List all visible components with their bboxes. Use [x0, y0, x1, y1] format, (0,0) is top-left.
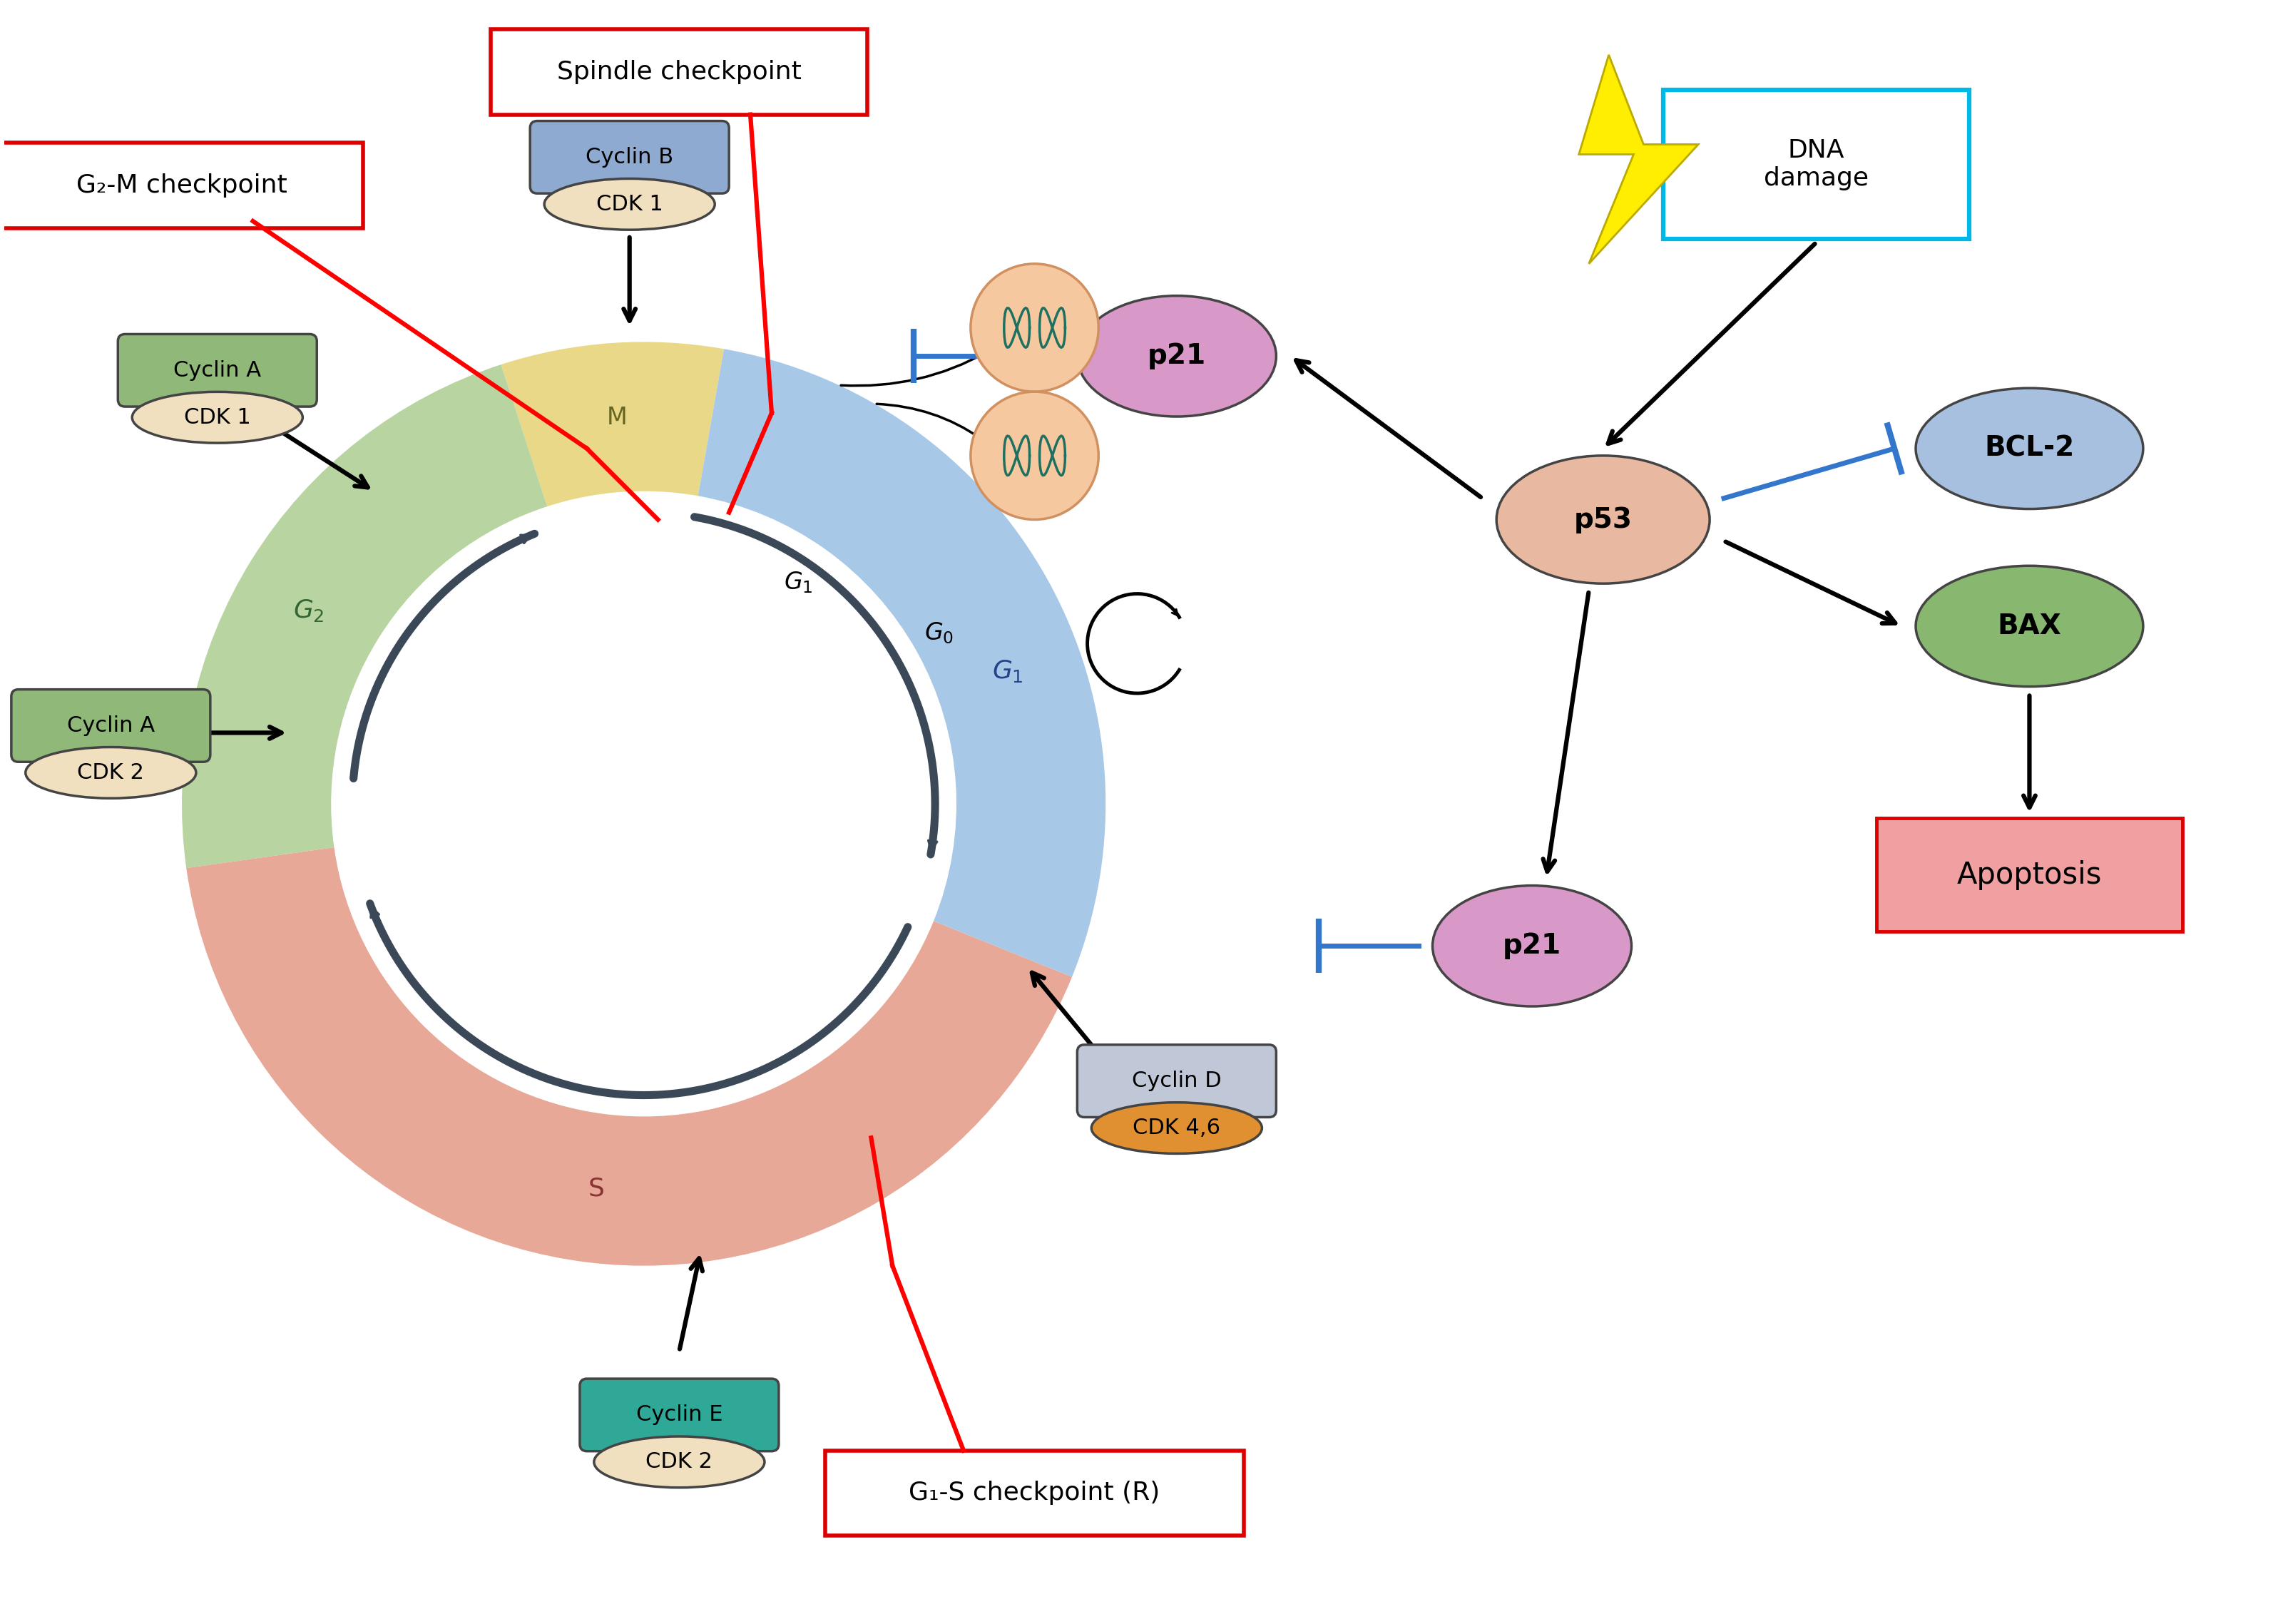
Ellipse shape	[1091, 1103, 1261, 1153]
Text: Cyclin D: Cyclin D	[1133, 1070, 1222, 1091]
Text: G₂-M checkpoint: G₂-M checkpoint	[76, 174, 287, 198]
Text: p21: p21	[1502, 932, 1562, 960]
Text: $G_0$: $G_0$	[924, 620, 954, 646]
Ellipse shape	[133, 391, 303, 443]
Ellipse shape	[1497, 456, 1711, 583]
Text: p21: p21	[1146, 343, 1206, 370]
FancyBboxPatch shape	[0, 143, 362, 229]
Text: S: S	[589, 1176, 605, 1200]
Ellipse shape	[1915, 565, 2144, 687]
Wedge shape	[186, 848, 1073, 1265]
Wedge shape	[500, 343, 725, 507]
Text: CDK 1: CDK 1	[596, 193, 663, 214]
Text: p53: p53	[1573, 507, 1633, 533]
Text: Cyclin B: Cyclin B	[585, 146, 674, 167]
Text: BCL-2: BCL-2	[1983, 435, 2075, 463]
Ellipse shape	[1915, 388, 2144, 508]
Text: Apoptosis: Apoptosis	[1956, 861, 2103, 890]
Circle shape	[970, 263, 1098, 391]
FancyBboxPatch shape	[1662, 89, 1970, 239]
Text: Cyclin A: Cyclin A	[174, 361, 261, 380]
Text: CDK 2: CDK 2	[647, 1452, 713, 1473]
Polygon shape	[1580, 55, 1699, 263]
FancyBboxPatch shape	[1078, 1044, 1277, 1117]
Wedge shape	[697, 349, 1105, 978]
Text: BAX: BAX	[1997, 612, 2061, 640]
Text: Cyclin E: Cyclin E	[635, 1405, 722, 1426]
Text: $G_1$: $G_1$	[993, 658, 1023, 684]
Text: G₁-S checkpoint (R): G₁-S checkpoint (R)	[908, 1481, 1160, 1505]
Text: Cyclin A: Cyclin A	[66, 715, 154, 736]
Text: $G_1$: $G_1$	[784, 570, 814, 594]
Ellipse shape	[594, 1436, 764, 1488]
Wedge shape	[181, 364, 548, 869]
FancyBboxPatch shape	[1876, 818, 2183, 932]
FancyBboxPatch shape	[11, 690, 211, 762]
Text: DNA
damage: DNA damage	[1763, 138, 1869, 190]
FancyBboxPatch shape	[825, 1450, 1245, 1536]
Ellipse shape	[543, 179, 715, 231]
Text: CDK 1: CDK 1	[183, 408, 250, 427]
Ellipse shape	[1433, 885, 1633, 1007]
Text: M: M	[605, 406, 626, 429]
Text: CDK 2: CDK 2	[78, 762, 144, 783]
Text: CDK 4,6: CDK 4,6	[1133, 1117, 1220, 1138]
Circle shape	[970, 391, 1098, 520]
Ellipse shape	[1078, 296, 1277, 416]
Text: $G_2$: $G_2$	[294, 598, 323, 624]
FancyBboxPatch shape	[530, 120, 729, 193]
FancyBboxPatch shape	[580, 1379, 780, 1452]
FancyBboxPatch shape	[491, 29, 867, 115]
FancyBboxPatch shape	[117, 335, 316, 406]
Ellipse shape	[25, 747, 197, 799]
Text: Spindle checkpoint: Spindle checkpoint	[557, 60, 803, 84]
